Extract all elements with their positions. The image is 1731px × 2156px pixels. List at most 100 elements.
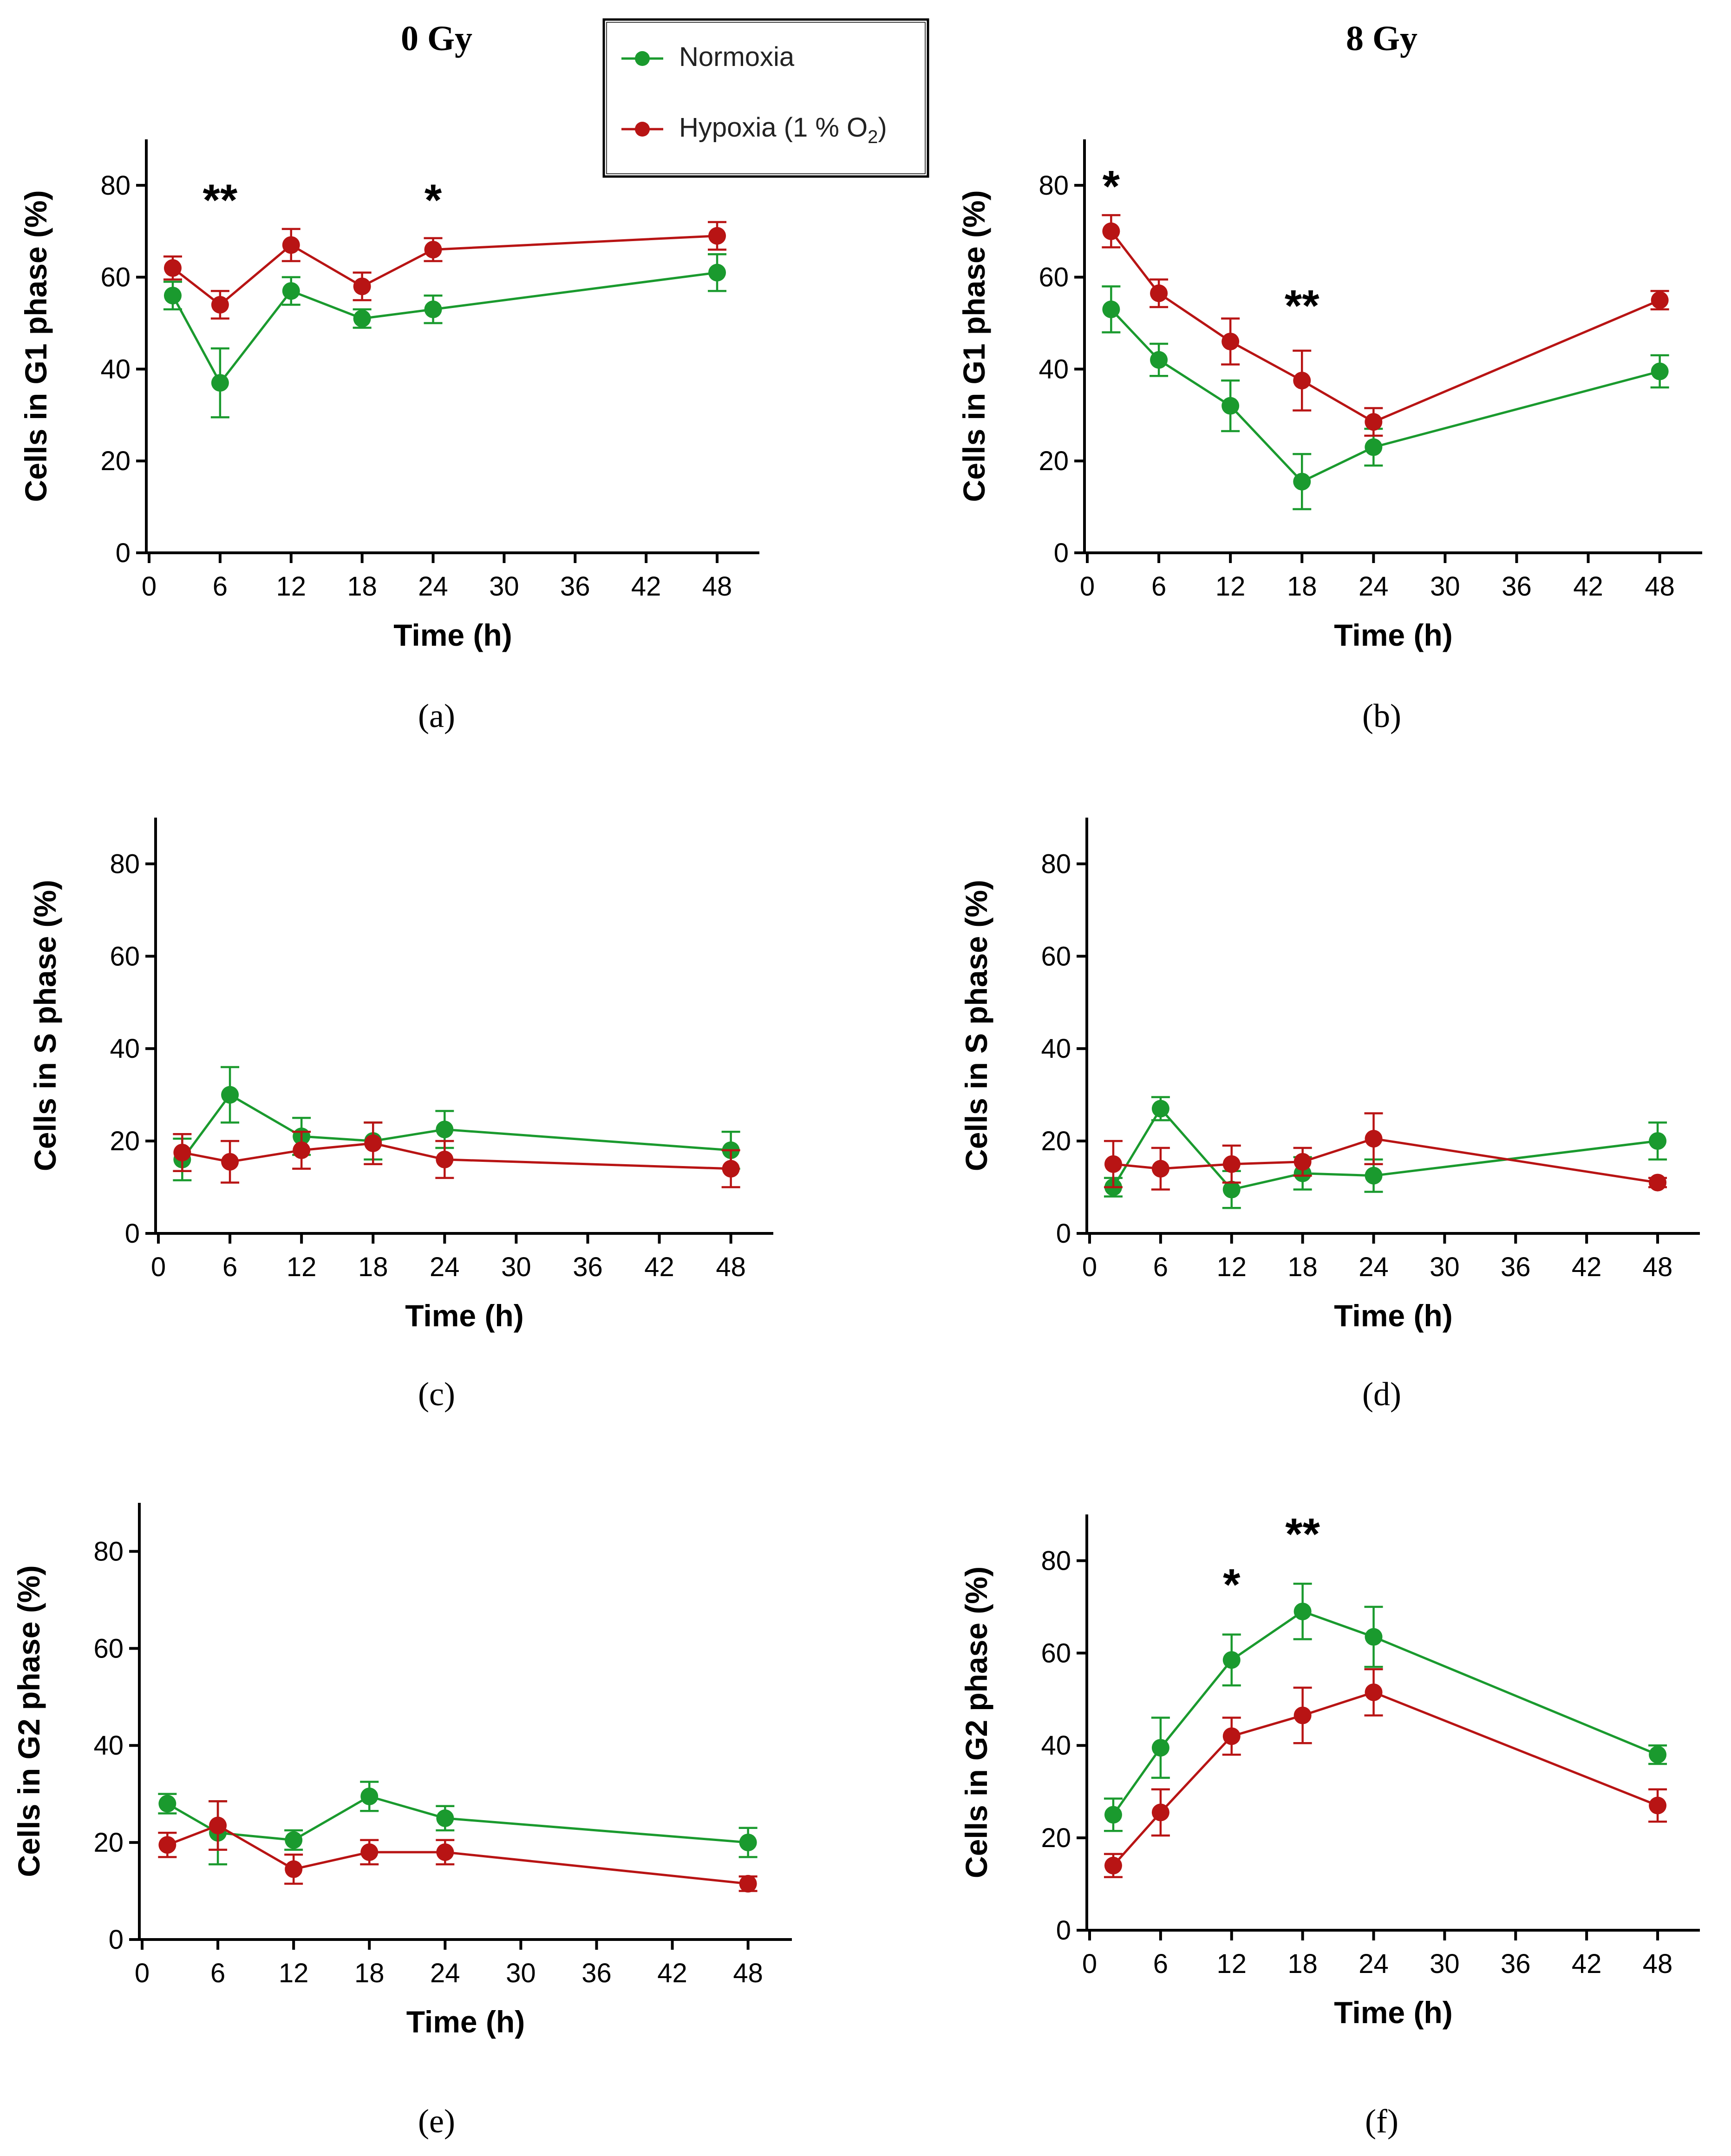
series-hypoxia-d <box>1104 1112 1667 1192</box>
x-tick-label-e-42: 42 <box>657 1958 687 1988</box>
data-point-normoxia-b-2 <box>1102 300 1120 318</box>
chart-panel-f: 0 20 40 60 80 0 6 12 18 24 30 36 42 48 Time (h) Cells i… <box>959 1509 1700 2140</box>
y-axis-title-c: Cells in S phase (%) <box>28 880 62 1171</box>
x-tick-label-f-36: 36 <box>1501 1949 1531 1979</box>
x-tick-label-d-6: 6 <box>1153 1252 1168 1282</box>
panel-label-c: (c) <box>418 1376 455 1413</box>
y-tick-label-f-40: 40 <box>1041 1730 1071 1761</box>
y-tick-label-c-20: 20 <box>110 1126 140 1156</box>
column-title-8gy: 8 Gy <box>1346 19 1417 58</box>
x-tick-label-b-12: 12 <box>1215 571 1246 602</box>
y-tick-label-c-0: 0 <box>125 1219 140 1249</box>
data-point-hypoxia-c-24 <box>436 1150 454 1168</box>
y-tick-label-d-20: 20 <box>1041 1126 1071 1156</box>
x-tick-label-f-12: 12 <box>1217 1949 1247 1979</box>
data-point-hypoxia-d-6 <box>1151 1160 1169 1178</box>
x-axis-title-f: Time (h) <box>1334 1995 1452 2030</box>
data-point-normoxia-b-18 <box>1293 472 1311 491</box>
x-tick-label-f-18: 18 <box>1287 1949 1318 1979</box>
panel-label-b: (b) <box>1362 697 1401 734</box>
series-hypoxia-a <box>163 221 727 320</box>
data-point-hypoxia-e-18 <box>360 1843 379 1861</box>
data-point-hypoxia-a-6 <box>211 296 229 314</box>
panel-label-f: (f) <box>1365 2103 1398 2140</box>
series-line-normoxia-c <box>181 1093 731 1160</box>
data-point-normoxia-b-48 <box>1651 362 1669 380</box>
data-point-normoxia-a-6 <box>211 374 229 392</box>
data-point-hypoxia-d-2 <box>1104 1155 1122 1173</box>
significance-marker-f-1: ** <box>1285 1509 1320 1559</box>
x-tick-label-b-30: 30 <box>1430 571 1460 602</box>
y-tick-label-f-20: 20 <box>1041 1823 1071 1853</box>
y-tick-label-c-40: 40 <box>110 1034 140 1064</box>
data-point-normoxia-b-6 <box>1150 351 1168 369</box>
data-point-hypoxia-c-2 <box>173 1143 191 1161</box>
data-point-normoxia-f-18 <box>1293 1602 1312 1620</box>
legend-marker-normoxia <box>635 51 650 66</box>
data-point-normoxia-d-6 <box>1151 1100 1169 1118</box>
x-tick-label-f-6: 6 <box>1153 1949 1168 1979</box>
legend-box <box>602 18 929 178</box>
data-point-normoxia-a-24 <box>424 300 442 318</box>
data-point-hypoxia-b-48 <box>1651 291 1669 309</box>
x-tick-label-c-6: 6 <box>222 1252 237 1282</box>
x-tick-label-e-24: 24 <box>430 1958 460 1988</box>
data-point-hypoxia-d-48 <box>1649 1173 1667 1192</box>
x-tick-label-d-0: 0 <box>1082 1252 1097 1282</box>
x-tick-label-c-0: 0 <box>151 1252 166 1282</box>
data-point-hypoxia-c-12 <box>293 1141 311 1159</box>
legend: Normoxia Hypoxia (1 % O2) <box>602 18 929 178</box>
data-point-normoxia-c-24 <box>436 1121 454 1139</box>
x-tick-label-b-24: 24 <box>1359 571 1389 602</box>
data-point-normoxia-a-18 <box>353 309 371 328</box>
series-line-hypoxia-c <box>182 1142 731 1170</box>
x-axis-title-c: Time (h) <box>405 1298 523 1333</box>
data-point-normoxia-b-12 <box>1221 397 1240 415</box>
x-axis-title-d: Time (h) <box>1334 1298 1452 1333</box>
x-tick-label-f-30: 30 <box>1430 1949 1460 1979</box>
x-tick-label-a-24: 24 <box>418 571 448 602</box>
y-tick-label-b-40: 40 <box>1039 354 1069 384</box>
x-tick-label-b-18: 18 <box>1287 571 1317 602</box>
data-point-hypoxia-a-18 <box>353 277 371 295</box>
data-point-hypoxia-f-24 <box>1365 1683 1383 1701</box>
data-point-hypoxia-c-48 <box>722 1160 740 1178</box>
x-tick-label-a-0: 0 <box>142 571 157 602</box>
y-tick-label-a-60: 60 <box>100 262 131 293</box>
series-line-hypoxia-a <box>172 235 718 307</box>
series-line-normoxia-b <box>1110 308 1660 483</box>
x-tick-label-b-48: 48 <box>1645 571 1675 602</box>
data-point-hypoxia-b-18 <box>1293 372 1311 390</box>
x-tick-label-f-48: 48 <box>1643 1949 1673 1979</box>
data-point-hypoxia-b-12 <box>1221 333 1240 351</box>
y-tick-label-b-0: 0 <box>1054 538 1069 568</box>
series-line-hypoxia-b <box>1110 230 1660 423</box>
data-point-normoxia-e-12 <box>285 1831 303 1849</box>
x-tick-label-c-18: 18 <box>358 1252 388 1282</box>
y-tick-label-f-80: 80 <box>1041 1546 1071 1576</box>
x-tick-label-d-42: 42 <box>1572 1252 1602 1282</box>
y-tick-label-b-60: 60 <box>1039 262 1069 293</box>
data-point-hypoxia-c-18 <box>364 1134 382 1153</box>
data-point-hypoxia-f-18 <box>1293 1706 1312 1724</box>
x-tick-label-c-42: 42 <box>644 1252 674 1282</box>
x-tick-label-d-36: 36 <box>1501 1252 1531 1282</box>
series-line-normoxia-f <box>1112 1610 1658 1815</box>
data-point-hypoxia-b-6 <box>1150 284 1168 302</box>
data-point-normoxia-e-18 <box>360 1787 379 1805</box>
series-hypoxia-b <box>1102 214 1669 437</box>
legend-label-hypoxia: Hypoxia (1 % O2) <box>679 112 887 147</box>
y-tick-label-f-60: 60 <box>1041 1638 1071 1668</box>
data-point-hypoxia-d-18 <box>1293 1153 1312 1171</box>
data-point-normoxia-e-48 <box>739 1834 757 1852</box>
data-point-hypoxia-f-48 <box>1649 1796 1667 1815</box>
x-tick-label-d-18: 18 <box>1287 1252 1318 1282</box>
y-axis-title-f: Cells in G2 phase (%) <box>959 1566 993 1878</box>
data-point-hypoxia-f-6 <box>1151 1803 1169 1822</box>
data-point-hypoxia-e-2 <box>158 1836 176 1854</box>
y-tick-label-a-0: 0 <box>116 538 131 568</box>
series-line-hypoxia-e <box>167 1824 748 1885</box>
x-tick-label-b-6: 6 <box>1151 571 1166 602</box>
y-tick-label-e-40: 40 <box>93 1730 124 1761</box>
